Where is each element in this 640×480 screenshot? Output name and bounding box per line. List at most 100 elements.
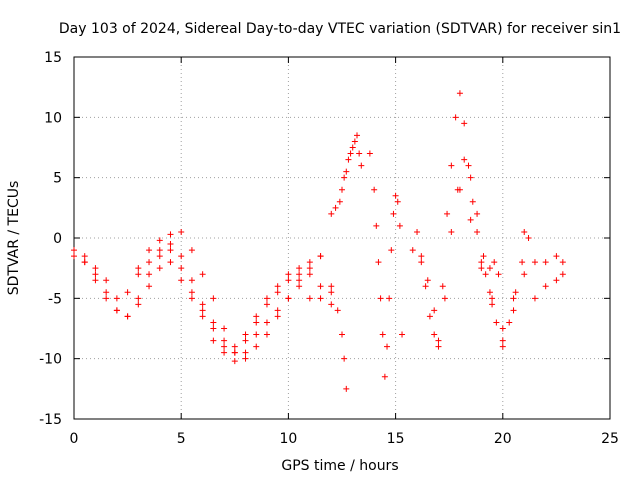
y-tick-label: 5 [53,171,62,187]
data-point [373,222,380,229]
data-point [418,259,425,266]
data-point [242,331,249,338]
data-point [341,174,348,181]
data-point [531,259,538,266]
y-axis-label: SDTVAR / TECUs [6,181,22,296]
data-point [422,283,429,290]
data-point [334,307,341,314]
data-point [328,289,335,296]
data-point [167,247,174,254]
data-point [559,259,566,266]
data-point [274,307,281,314]
data-point [296,283,303,290]
data-point [156,265,163,272]
data-point [242,355,249,362]
data-point [465,162,472,169]
data-point [253,319,260,326]
data-point [521,228,528,235]
data-point [332,204,339,211]
data-point [210,319,217,326]
data-point [444,210,451,217]
data-point [478,265,485,272]
data-point [113,295,120,302]
data-point [317,295,324,302]
data-point [366,150,373,157]
data-point [306,265,313,272]
data-point [199,271,206,278]
series-arc-19-23h [456,186,566,332]
data-point [510,295,517,302]
data-point [296,265,303,272]
data-point [512,289,519,296]
series-arc-16-17h [409,90,502,350]
data-point [231,358,238,365]
data-point [124,313,131,320]
data-point [519,259,526,266]
data-point [384,343,391,350]
data-point [317,253,324,260]
data-point [351,138,358,145]
data-point [210,325,217,332]
data-point [242,337,249,344]
data-point [253,313,260,320]
data-point [343,168,350,175]
y-tick-label: -15 [39,412,62,428]
data-point [328,301,335,308]
series-spikes-14-15h [366,150,406,380]
y-tick-label: -5 [48,291,62,307]
data-point [103,295,110,302]
data-point [521,271,528,278]
data-point [92,265,99,272]
data-point [103,277,110,284]
data-point [441,295,448,302]
data-point [525,235,532,241]
data-point [489,301,496,308]
data-point [188,289,195,296]
data-point [377,295,384,302]
data-point [167,259,174,266]
data-point [92,277,99,284]
data-point [274,313,281,320]
data-point [431,331,438,338]
data-point [467,216,474,223]
data-point [345,156,352,163]
data-point [274,283,281,290]
y-tick-label: 10 [44,110,62,126]
data-point [499,343,506,350]
data-point [156,237,163,244]
data-point [199,307,206,314]
data-point [253,331,260,338]
data-point [263,331,270,338]
data-point [553,253,560,260]
data-point [71,253,77,260]
data-point [489,295,496,302]
data-point [135,301,142,308]
data-point [263,295,270,302]
data-point [448,162,455,169]
data-point [426,313,433,320]
data-point [461,156,468,163]
data-point [553,277,560,284]
data-point [495,271,502,278]
data-point [178,265,185,272]
data-point [356,150,363,157]
data-point [221,343,228,350]
data-point [81,259,88,266]
data-point [456,186,463,193]
data-point [135,271,142,278]
data-point [474,228,481,235]
data-point [317,283,324,290]
data-point [285,295,292,302]
data-point [274,289,281,296]
data-point [349,144,356,151]
y-tick-label: 0 [53,231,62,247]
data-point [390,210,397,217]
data-point [414,228,421,235]
y-tick-label: 15 [44,50,62,66]
data-point [178,277,185,284]
data-point [296,271,303,278]
data-point [113,307,120,314]
data-point [231,343,238,350]
x-tick-label: 10 [279,431,297,447]
data-point [328,283,335,290]
